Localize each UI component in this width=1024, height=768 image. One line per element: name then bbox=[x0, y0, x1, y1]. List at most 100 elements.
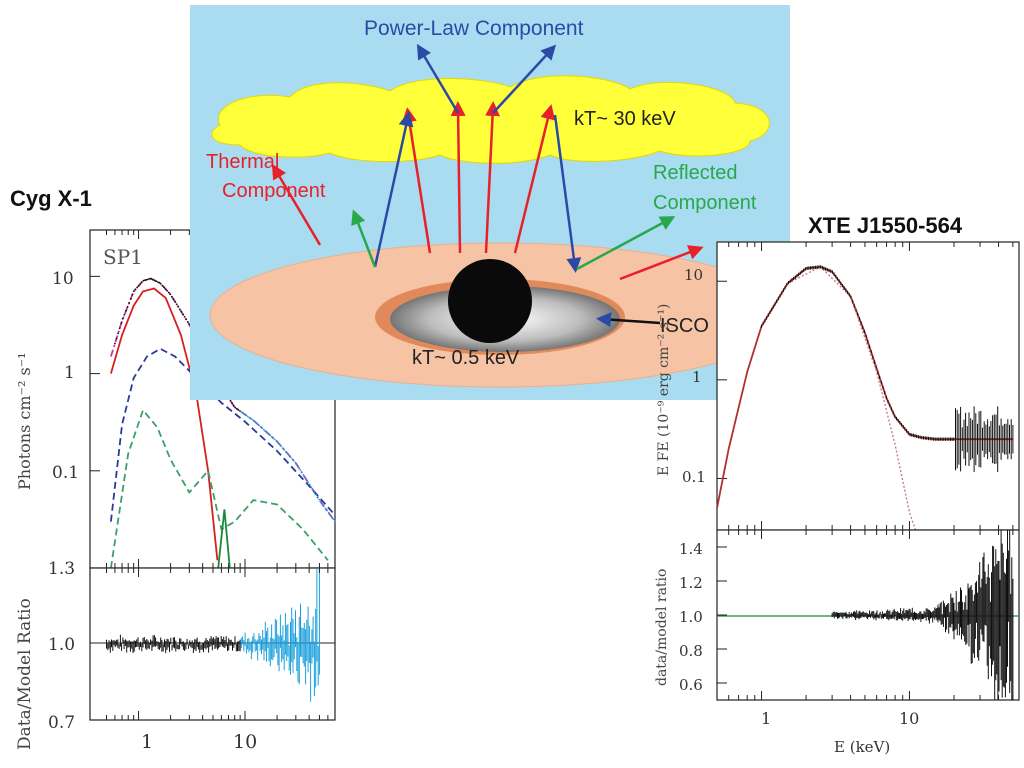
data-point bbox=[232, 404, 235, 407]
label-reflected-2: Component bbox=[653, 192, 757, 214]
data-point bbox=[177, 305, 180, 308]
xte-rtick-1.4: 1.4 bbox=[679, 540, 703, 558]
sp1-label: SP1 bbox=[103, 245, 143, 269]
ytick-1: 1 bbox=[64, 363, 75, 383]
xte-spectrum-frame bbox=[716, 241, 1020, 531]
data-point bbox=[267, 433, 270, 435]
data-point bbox=[175, 303, 178, 306]
data-point bbox=[163, 286, 165, 289]
thermal-arrow-1 bbox=[401, 107, 432, 254]
data-point bbox=[242, 412, 245, 415]
thermal-arrow-2 bbox=[450, 101, 466, 254]
data-point bbox=[294, 461, 297, 464]
data-point bbox=[327, 511, 330, 514]
label-thermal-1: Thermal bbox=[206, 151, 279, 173]
data-point bbox=[229, 399, 232, 402]
thermal-escape-arrow bbox=[271, 163, 322, 246]
rtick-0.7: 0.7 bbox=[48, 713, 75, 733]
data-point bbox=[120, 322, 123, 325]
reflected-arrow-left bbox=[351, 209, 377, 268]
series-thermal bbox=[110, 287, 219, 561]
data-point bbox=[125, 309, 127, 312]
data-point bbox=[329, 514, 332, 516]
data-point bbox=[248, 416, 251, 419]
data-point bbox=[128, 301, 131, 304]
data-point bbox=[156, 281, 159, 283]
data-point bbox=[134, 288, 137, 291]
data-point bbox=[296, 464, 298, 466]
rtick-1.0: 1.0 bbox=[48, 635, 75, 655]
data-point bbox=[159, 283, 162, 285]
left-title: Cyg X-1 bbox=[10, 186, 92, 211]
data-point bbox=[307, 481, 309, 484]
data-point bbox=[139, 283, 142, 285]
data-point bbox=[275, 440, 278, 442]
data-point bbox=[318, 498, 321, 501]
data-point bbox=[313, 491, 316, 494]
black-hole bbox=[448, 259, 532, 343]
right-xlabel: E (keV) bbox=[834, 738, 890, 756]
data-point bbox=[121, 317, 124, 320]
data-point bbox=[285, 450, 287, 453]
data-point bbox=[291, 458, 294, 460]
data-point bbox=[243, 413, 246, 416]
data-point bbox=[250, 417, 253, 420]
data-point bbox=[164, 288, 167, 290]
data-point bbox=[167, 291, 170, 294]
data-point bbox=[169, 293, 172, 296]
left-ylabel: Photons cm⁻² s⁻¹ bbox=[15, 352, 34, 490]
data-point bbox=[188, 323, 191, 326]
label-reflected-1: Reflected bbox=[653, 162, 738, 184]
thermal-arrow-3 bbox=[484, 101, 501, 254]
data-point bbox=[324, 507, 327, 510]
data-point bbox=[270, 435, 273, 438]
right-title: XTE J1550-564 bbox=[808, 213, 963, 238]
data-point bbox=[234, 406, 237, 409]
data-point bbox=[266, 431, 268, 434]
data-point bbox=[264, 430, 267, 432]
data-point bbox=[251, 418, 254, 421]
data-point bbox=[262, 428, 265, 431]
data-point bbox=[288, 454, 290, 457]
data-point bbox=[253, 420, 256, 422]
data-point bbox=[147, 278, 150, 281]
series-line bbox=[217, 509, 231, 569]
xtick-1: 1 bbox=[141, 731, 153, 753]
data-point bbox=[247, 415, 249, 418]
isco-pointer bbox=[596, 312, 661, 328]
powerlaw-arrow-up-2 bbox=[492, 44, 557, 114]
data-point bbox=[178, 308, 181, 311]
label-disk-temp: kT~ 0.5 keV bbox=[412, 347, 520, 369]
thermal-arrow-right bbox=[619, 245, 704, 281]
data-point bbox=[326, 509, 328, 512]
data-point bbox=[299, 469, 302, 471]
data-point bbox=[131, 293, 134, 296]
xte-ytick-1: 1 bbox=[692, 368, 702, 386]
data-point bbox=[240, 411, 243, 413]
data-point bbox=[144, 279, 146, 282]
data-point bbox=[152, 278, 154, 281]
data-point bbox=[161, 284, 164, 287]
data-point bbox=[166, 289, 169, 292]
data-point bbox=[278, 443, 281, 446]
rtick-1.3: 1.3 bbox=[48, 559, 75, 579]
left-rlabel: Data/Model Ratio bbox=[15, 598, 35, 750]
data-point bbox=[182, 313, 184, 316]
data-point bbox=[269, 434, 271, 437]
xtick-10: 10 bbox=[233, 731, 257, 753]
data-point bbox=[239, 410, 241, 412]
right-ylabel: E FE (10⁻⁹ erg cm⁻² s⁻¹) bbox=[656, 304, 672, 476]
data-point bbox=[259, 425, 262, 428]
label-corona-temp: kT~ 30 keV bbox=[574, 108, 676, 130]
data-point bbox=[273, 438, 276, 441]
data-point bbox=[231, 402, 234, 405]
corona-cloud bbox=[211, 75, 770, 164]
data-point bbox=[281, 447, 284, 449]
data-point bbox=[237, 409, 240, 411]
data-point bbox=[171, 295, 173, 298]
data-point bbox=[123, 313, 126, 316]
xte-xtick-1: 1 bbox=[761, 709, 771, 728]
xte-rtick-0.6: 0.6 bbox=[679, 676, 703, 694]
series-reflected bbox=[110, 408, 329, 569]
data-point bbox=[133, 290, 135, 293]
